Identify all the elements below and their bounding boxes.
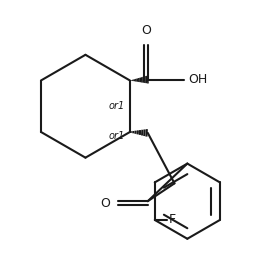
Text: O: O (141, 24, 151, 37)
Text: or1: or1 (108, 131, 124, 141)
Text: F: F (169, 213, 176, 227)
Text: OH: OH (188, 73, 208, 86)
Text: or1: or1 (108, 101, 124, 111)
Text: O: O (100, 197, 110, 210)
